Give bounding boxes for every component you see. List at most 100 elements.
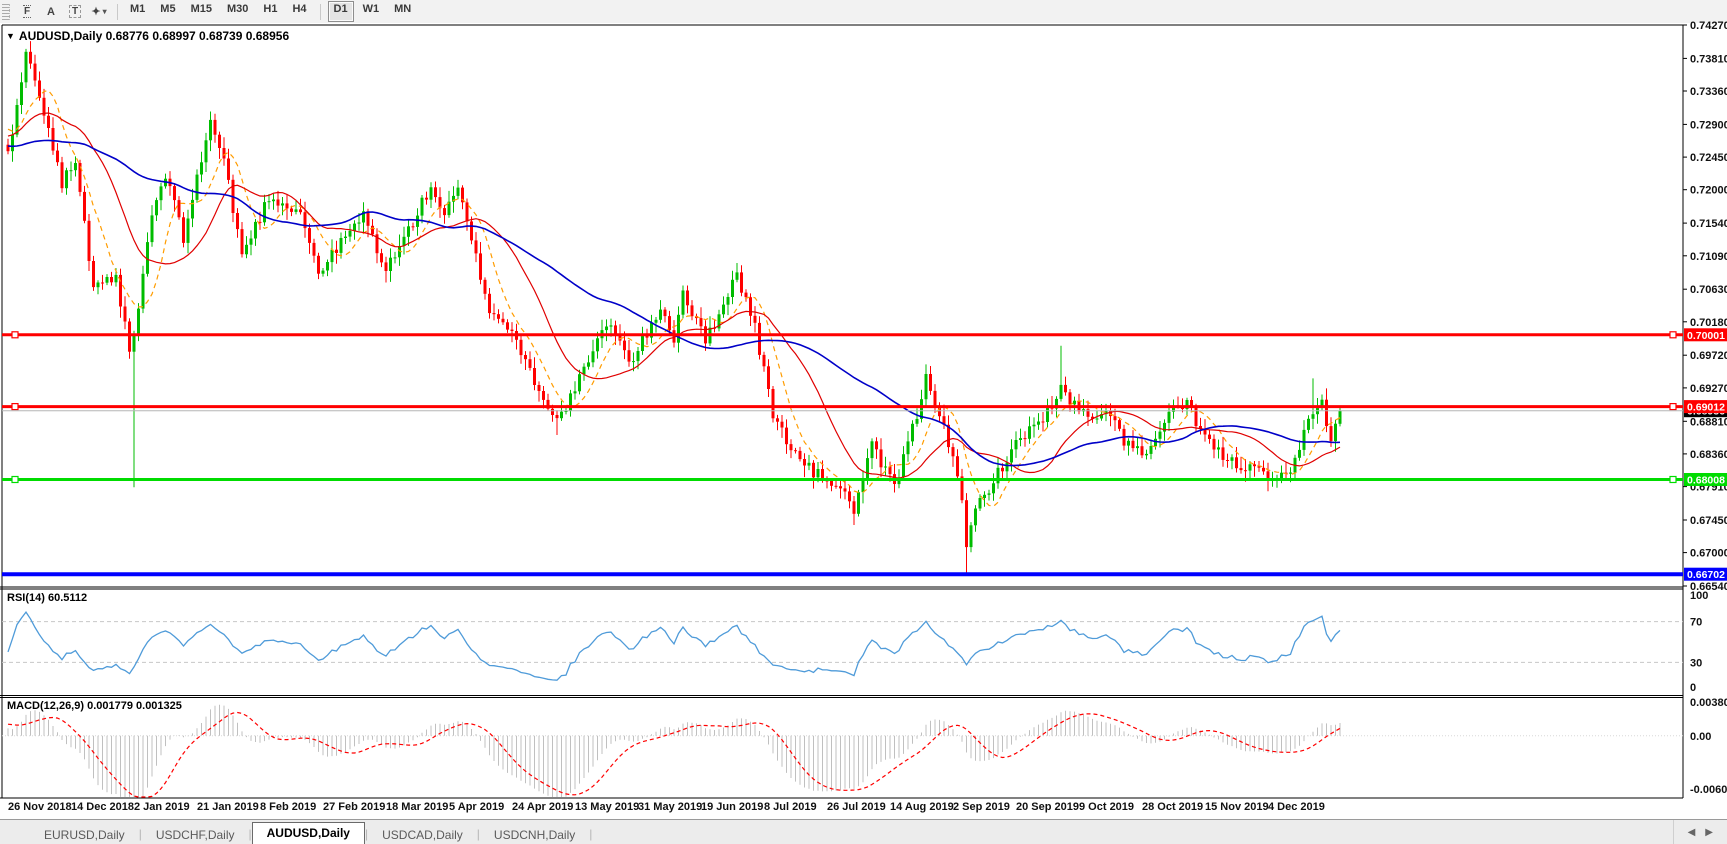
timeframe-button-m15[interactable]: M15 [190,3,212,15]
candle-body [204,140,208,163]
price-axis[interactable]: 0.74270 0.73810 0.73360 0.72900 0.72450 0.720… [1683,20,1727,796]
candle-body [263,202,266,223]
candle-body [1028,426,1031,439]
tab-separator: | [476,826,480,841]
candle-body [1208,434,1211,439]
candle-body [245,244,248,255]
price-tick-label: 0.71090 [1690,251,1727,263]
arrows-icon[interactable]: ✦ ▾ [91,6,107,18]
rsi-axis-label: 0 [1690,682,1696,694]
timeframe-button-w1[interactable]: W1 [362,3,380,15]
tab-scroll-left-icon[interactable]: ◀ [1687,827,1696,838]
candle-body [771,389,775,419]
hline-handle[interactable] [1669,475,1677,484]
timeframe-button-m1[interactable]: M1 [130,3,146,15]
candle-body [438,197,442,209]
candle-body [929,374,932,391]
timeframe-button-h1[interactable]: H1 [263,3,278,15]
tab-scroll-right-icon[interactable]: ▶ [1705,827,1713,838]
candle-body [1055,398,1058,409]
candle-body [366,211,370,226]
candle-body [1023,438,1027,440]
chart-title: ▼ AUDUSD,Daily 0.68776 0.68997 0.68739 0.… [6,29,289,43]
candle-body [1010,449,1013,463]
timeframe-button-h4[interactable]: H4 [292,3,307,15]
text-label-icon[interactable]: A [47,5,55,18]
chart-background[interactable] [0,23,1727,819]
candle-body [114,274,118,283]
price-tick-label: 0.72900 [1690,119,1727,131]
date-label: 9 Oct 2019 [1079,801,1134,813]
candle-body [1266,471,1270,481]
chart-tab-usdcad[interactable]: USDCAD,Daily [382,828,463,842]
date-axis[interactable]: 26 Nov 2018 14 Dec 2018 2 Jan 2019 21 Jan 2… [8,801,1325,813]
candle-body [6,144,10,152]
timeframe-button-mn[interactable]: MN [394,3,412,15]
candle-body [276,199,280,206]
candle-body [29,51,32,64]
price-tick-label: 0.73360 [1690,86,1727,98]
chart-dropdown-icon[interactable]: ▼ [6,31,15,41]
candle-body [497,314,500,319]
candle-body [312,242,316,256]
hline-badge-text: 0.69012 [1687,402,1725,414]
candle-body [645,336,649,338]
timeframe-button-m5[interactable]: M5 [160,3,176,15]
hline-badge-text: 0.68008 [1687,475,1725,487]
hline-handle[interactable] [1669,331,1677,339]
timeframe-button-m30[interactable]: M30 [226,3,249,15]
toolbar-grip[interactable] [2,3,10,20]
chart-tab-bar: EURUSD,Daily | USDCHF,Daily | AUDUSD,Daily | U… [0,819,1727,844]
candle-body [92,261,95,288]
candle-body [321,270,325,274]
candle-body [1280,472,1283,479]
candle-body [1221,447,1225,460]
candle-body [65,170,68,189]
price-tick-label: 0.72450 [1690,152,1727,164]
candle-body [506,322,509,330]
candle-body [528,359,532,368]
candle-body [866,458,869,480]
text-icon[interactable]: T [63,2,87,21]
fibonacci-retracement-icon[interactable]: F [22,5,32,18]
hline-handle[interactable] [11,331,19,339]
candle-body [294,209,298,212]
chart-tab-usdcnh[interactable]: USDCNH,Daily [493,828,576,842]
candle-body [852,501,856,514]
price-tick-label: 0.67000 [1690,548,1727,560]
candle-body [146,242,149,274]
hline-handle[interactable] [11,475,19,484]
macd-histogram [7,704,1341,797]
tab-separator: | [589,826,593,841]
candle-body [380,253,383,263]
chart-tab-usdchf[interactable]: USDCHF,Daily [155,828,235,842]
candle-body [308,228,311,243]
date-label: 2 Sep 2019 [953,801,1010,813]
candle-body [762,354,766,367]
candle-body [623,340,626,351]
candle-body [875,441,878,450]
candle-body [992,483,995,494]
candle-body [542,391,545,400]
chart-tab-audusd[interactable]: AUDUSD,Daily [251,822,365,844]
candle-body [735,272,739,280]
candle-body [11,134,14,152]
hline-handle[interactable] [11,403,19,411]
candle-body [1244,470,1247,472]
candle-body [722,304,725,315]
price-tick-label: 0.68810 [1690,416,1727,428]
date-label: 8 Jul 2019 [764,801,817,813]
chart-tab-eurusd[interactable]: EURUSD,Daily [44,828,125,842]
timeframe-button-d1[interactable]: D1 [327,1,354,22]
candle-body [456,187,460,196]
candle-body [578,374,581,392]
hline-badge [1684,473,1727,486]
candle-body [848,491,851,502]
candle-body [344,236,347,238]
rsi-axis-label: 100 [1690,590,1708,602]
hline-handle[interactable] [1669,403,1677,411]
candle-body [20,82,23,105]
ma-8-line [7,89,1341,507]
candle-body [924,374,928,400]
